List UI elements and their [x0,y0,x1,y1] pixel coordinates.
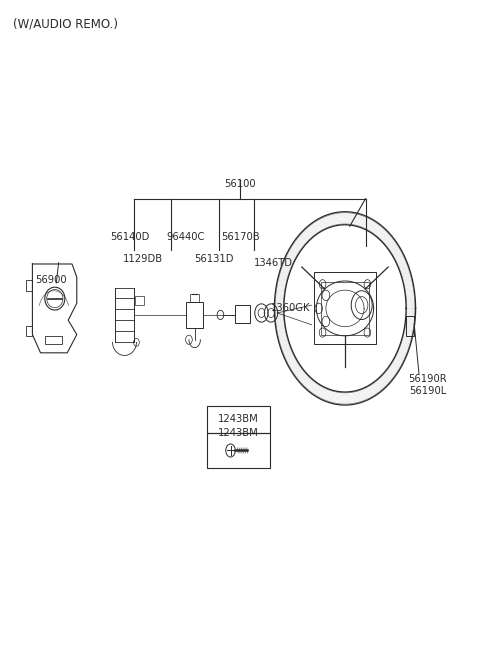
Text: 96440C: 96440C [166,232,204,241]
Text: 56170B: 56170B [221,232,259,241]
Bar [135,296,144,305]
Text: 1346TD: 1346TD [254,258,293,268]
Text: 1360GK: 1360GK [271,304,311,314]
Bar [406,316,414,337]
Bar [186,302,203,328]
Bar [314,272,376,344]
Bar [45,337,62,344]
Bar [321,282,369,335]
Text: 56140D: 56140D [110,232,150,241]
Text: 56131D: 56131D [194,255,233,264]
Bar [26,280,33,291]
Text: 56100: 56100 [224,179,256,190]
Text: 56190R: 56190R [408,374,447,384]
Text: 1243BM: 1243BM [218,428,258,438]
Text: 1243BM: 1243BM [218,415,258,424]
Bar [206,406,270,432]
Text: (W/AUDIO REMO.): (W/AUDIO REMO.) [13,18,118,31]
Bar [206,432,270,468]
Bar [26,326,33,337]
Text: 56900: 56900 [36,276,67,285]
Text: 1129DB: 1129DB [123,255,163,264]
Text: 56190L: 56190L [409,386,446,396]
Bar [235,305,250,323]
Bar [190,294,199,302]
